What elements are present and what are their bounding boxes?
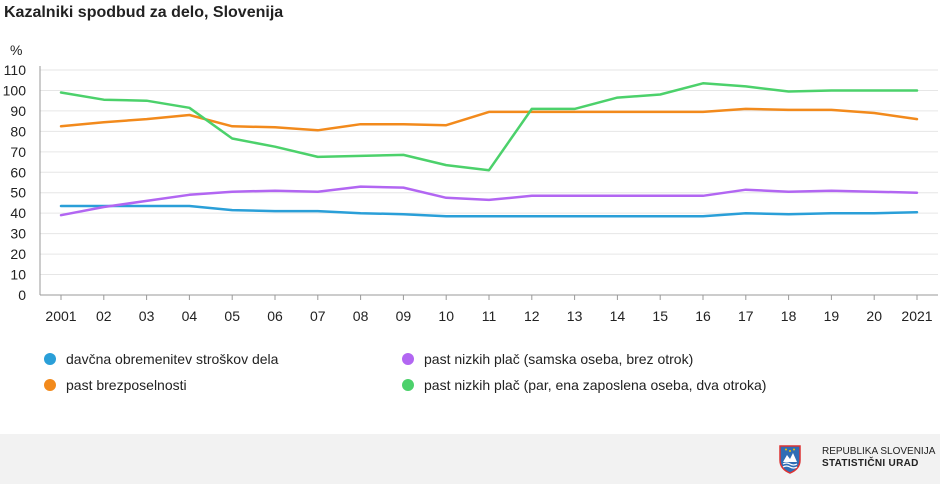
line-chart: 0 10 20 30 40 50 60 70 80 90 100 110% 2001 02 03 04 05 06… bbox=[3, 42, 938, 324]
y-tick-label: 0 bbox=[18, 287, 26, 303]
y-tick-label: 30 bbox=[10, 226, 26, 242]
x-tick-label: 03 bbox=[139, 308, 155, 324]
legend-label: past nizkih plač (samska oseba, brez otr… bbox=[424, 351, 694, 367]
x-tick-label: 15 bbox=[652, 308, 668, 324]
y-tick-label: 90 bbox=[10, 103, 26, 119]
x-tick-label: 08 bbox=[353, 308, 369, 324]
x-tick-label: 2021 bbox=[901, 308, 932, 324]
y-tick-label: 60 bbox=[10, 164, 26, 180]
series-line-1 bbox=[59, 107, 919, 132]
institution-line-1: REPUBLIKA SLOVENIJA bbox=[822, 446, 936, 457]
x-tick-label: 10 bbox=[438, 308, 454, 324]
series-line-3 bbox=[59, 82, 919, 172]
series-line-2 bbox=[59, 185, 919, 217]
x-tick-label: 17 bbox=[738, 308, 754, 324]
institution-name: REPUBLIKA SLOVENIJA STATISTIČNI URAD bbox=[822, 446, 935, 470]
legend-label: davčna obremenitev stroškov dela bbox=[66, 351, 279, 367]
x-tick-label: 12 bbox=[524, 308, 540, 324]
legend-item-low-wage-single[interactable]: past nizkih plač (samska oseba, brez otr… bbox=[402, 351, 693, 367]
legend-item-unemployment-trap[interactable]: past brezposelnosti bbox=[44, 377, 187, 393]
x-tick-label: 18 bbox=[781, 308, 797, 324]
x-tick-label: 04 bbox=[182, 308, 198, 324]
legend-marker-icon bbox=[402, 353, 414, 365]
y-tick-label: 70 bbox=[10, 144, 26, 160]
slovenia-coat-of-arms-icon bbox=[779, 445, 801, 474]
y-tick-label: 100 bbox=[3, 82, 27, 98]
x-tick-label: 05 bbox=[224, 308, 240, 324]
legend-marker-icon bbox=[44, 353, 56, 365]
x-tick-label: 11 bbox=[482, 308, 497, 324]
series-line-0 bbox=[59, 204, 919, 218]
x-tick-label: 16 bbox=[695, 308, 711, 324]
y-tick-label: 80 bbox=[10, 123, 26, 139]
y-tick-label: 10 bbox=[10, 267, 26, 283]
footer-bar: REPUBLIKA SLOVENIJA STATISTIČNI URAD bbox=[0, 434, 940, 484]
x-tick-label: 02 bbox=[96, 308, 112, 324]
x-tick-label: 19 bbox=[824, 308, 840, 324]
legend-label: past nizkih plač (par, ena zaposlena ose… bbox=[424, 377, 767, 393]
institution-line-2: STATISTIČNI URAD bbox=[822, 458, 919, 469]
legend-marker-icon bbox=[402, 379, 414, 391]
y-tick-label: 110 bbox=[4, 62, 27, 78]
y-tick-label: 20 bbox=[10, 246, 26, 262]
x-tick-label: 09 bbox=[396, 308, 412, 324]
legend-label: past brezposelnosti bbox=[66, 377, 187, 393]
x-tick-label: 20 bbox=[866, 308, 882, 324]
x-tick-label: 2001 bbox=[45, 308, 76, 324]
legend-marker-icon bbox=[44, 379, 56, 391]
y-tick-label: 50 bbox=[10, 185, 26, 201]
x-tick-label: 07 bbox=[310, 308, 326, 324]
y-axis-label: % bbox=[10, 42, 22, 58]
legend-item-tax-burden[interactable]: davčna obremenitev stroškov dela bbox=[44, 351, 278, 367]
x-tick-label: 13 bbox=[567, 308, 583, 324]
legend-item-low-wage-couple[interactable]: past nizkih plač (par, ena zaposlena ose… bbox=[402, 377, 766, 393]
x-tick-label: 06 bbox=[267, 308, 283, 324]
x-tick-label: 14 bbox=[610, 308, 626, 324]
y-tick-label: 40 bbox=[10, 205, 26, 221]
chart-title: Kazalniki spodbud za delo, Slovenija bbox=[4, 4, 284, 21]
